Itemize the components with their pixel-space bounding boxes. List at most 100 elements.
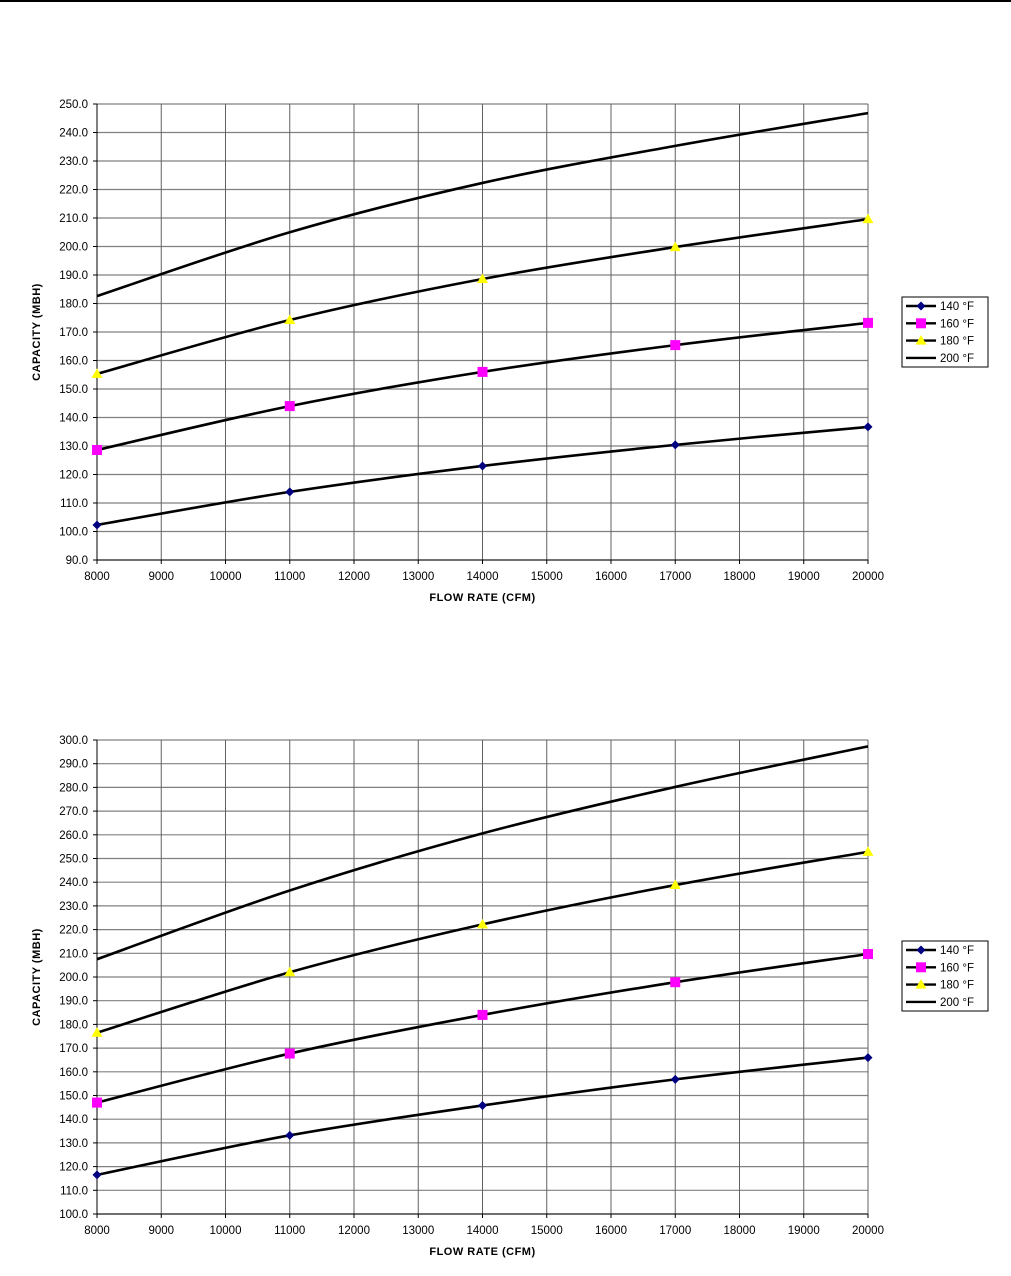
y-tick-label: 100.0 [59,1209,88,1221]
data-point-140 [92,520,102,530]
data-point-160 [863,317,873,328]
y-tick-label: 130.0 [59,441,88,453]
x-tick-label: 9000 [148,1225,174,1237]
x-tick-label: 13000 [402,571,434,583]
y-tick-label: 120.0 [59,1162,88,1174]
data-point-160 [92,1097,102,1108]
legend-marker [916,301,926,311]
x-axis-label: FLOW RATE (CFM) [429,1246,535,1258]
y-tick-label: 260.0 [59,830,88,842]
y-tick-label: 240.0 [59,128,88,140]
x-tick-label: 19000 [788,571,820,583]
data-point-180 [284,966,296,977]
x-tick-label: 14000 [467,571,499,583]
x-tick-label: 16000 [595,571,627,583]
y-tick-label: 220.0 [59,925,88,937]
data-point-180 [862,846,874,856]
x-tick-label: 12000 [338,571,370,583]
legend-box [901,296,989,368]
y-tick-label: 160.0 [59,356,88,368]
y-tick-label: 120.0 [59,470,88,482]
data-point-180 [91,368,103,378]
y-tick-label: 100.0 [59,527,88,539]
y-tick-label: 230.0 [59,901,88,913]
y-tick-label: 280.0 [59,782,88,794]
x-tick-label: 10000 [210,571,242,583]
y-axis-label: CAPACITY (MBH) [31,283,43,381]
data-point-140 [478,461,487,471]
y-tick-label: 140.0 [59,413,88,425]
legend-marker [915,979,927,989]
legend-label: 200 °F [940,997,974,1009]
data-point-140 [863,1053,873,1063]
y-tick-label: 180.0 [59,1019,88,1031]
x-tick-label: 13000 [402,1225,434,1237]
x-tick-label: 20000 [852,571,884,583]
x-tick-label: 8000 [84,1225,110,1237]
data-point-160 [284,1048,295,1059]
x-tick-label: 18000 [724,571,756,583]
data-point-180 [477,273,488,283]
data-point-140 [285,1130,295,1140]
data-point-180 [284,314,296,325]
y-tick-label: 180.0 [59,299,88,311]
chart-2: 100.0 110.0 120.0 130.0 140.0 150.0 160.0 170.0… [31,735,989,1258]
series-line-200 [96,111,869,298]
data-point-140 [670,440,680,450]
y-tick-label: 90.0 [66,555,88,567]
legend: 140 °F 160 °F 180 °F 200 °F [901,940,989,1012]
legend-marker [916,962,926,973]
y-tick-label: 170.0 [59,1043,88,1055]
y-tick-label: 270.0 [59,806,88,818]
legend-label: 200 °F [940,353,974,365]
y-tick-label: 160.0 [59,1067,88,1079]
x-tick-label: 15000 [531,1225,563,1237]
x-tick-label: 16000 [595,1225,627,1237]
x-tick-label: 12000 [338,1225,370,1237]
y-tick-label: 300.0 [59,735,88,747]
data-point-180 [91,1027,103,1037]
y-tick-label: 220.0 [59,185,88,197]
y-tick-label: 130.0 [59,1138,88,1150]
data-point-140 [92,1170,102,1180]
y-tick-label: 110.0 [60,498,88,510]
data-point-140 [670,1074,680,1084]
data-point-160 [92,444,102,455]
x-tick-label: 17000 [659,571,691,583]
y-tick-label: 210.0 [59,213,88,225]
y-axis-label: CAPACITY (MBH) [31,928,43,1026]
x-tick-label: 14000 [467,1225,499,1237]
x-tick-label: 11000 [274,571,305,583]
y-tick-label: 250.0 [59,99,88,111]
legend-marker [915,335,927,345]
data-point-160 [284,401,295,412]
y-tick-label: 150.0 [59,384,88,396]
x-tick-label: 20000 [852,1225,884,1237]
y-tick-label: 200.0 [59,972,88,984]
y-tick-label: 190.0 [59,270,88,282]
legend-marker [916,318,926,329]
data-point-140 [863,422,873,432]
legend-label: 180 °F [940,980,974,992]
series-line-200 [96,745,869,961]
page-top-rule [0,0,1011,2]
legend-marker [916,945,926,955]
data-point-160 [477,1009,488,1020]
data-point-140 [285,487,295,497]
y-tick-label: 110.0 [60,1185,88,1197]
x-axis-label: FLOW RATE (CFM) [429,592,535,604]
y-tick-label: 190.0 [59,996,88,1008]
x-tick-label: 11000 [274,1225,305,1237]
legend: 140 °F 160 °F 180 °F 200 °F [901,296,989,368]
y-tick-label: 140.0 [59,1114,88,1126]
y-tick-label: 250.0 [59,854,88,866]
data-point-180 [669,241,681,252]
y-tick-label: 290.0 [59,759,88,771]
data-point-160 [477,366,488,377]
data-point-140 [478,1100,487,1110]
legend-label: 160 °F [940,318,974,330]
x-tick-label: 19000 [788,1225,820,1237]
y-tick-label: 210.0 [59,948,88,960]
y-tick-label: 230.0 [59,156,88,168]
